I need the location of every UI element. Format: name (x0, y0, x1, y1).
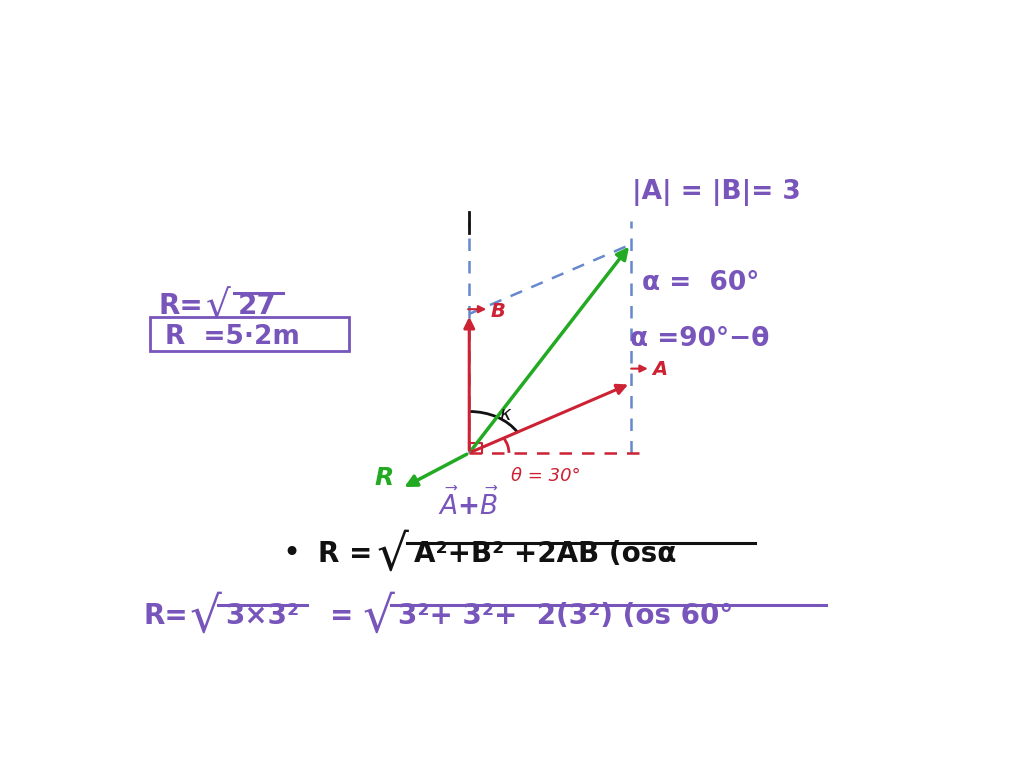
Text: •: • (283, 539, 301, 568)
Text: A²+B² +2AB (osα: A²+B² +2AB (osα (414, 541, 676, 568)
Text: $\vec{A}$+$\vec{B}$: $\vec{A}$+$\vec{B}$ (437, 488, 499, 521)
Text: α =90°−θ: α =90°−θ (630, 326, 769, 353)
Text: R =: R = (318, 541, 373, 568)
Text: =: = (331, 602, 353, 631)
Text: A: A (652, 359, 668, 379)
Text: R=: R= (158, 292, 203, 320)
Text: B: B (490, 302, 506, 321)
Text: √: √ (189, 594, 221, 641)
Text: √: √ (377, 531, 409, 579)
Text: 27: 27 (238, 292, 276, 320)
Text: R: R (374, 466, 393, 491)
Text: √: √ (362, 594, 394, 641)
Text: θ = 30°: θ = 30° (511, 467, 581, 485)
Text: R=: R= (143, 602, 188, 631)
Text: α =  60°: α = 60° (642, 270, 760, 296)
Text: R  =5·2m: R =5·2m (165, 324, 300, 350)
Text: 3²+ 3²+  2(3²) (os 60°: 3²+ 3²+ 2(3²) (os 60° (397, 602, 733, 631)
Text: |A| = |B|= 3: |A| = |B|= 3 (632, 179, 801, 206)
Text: 3×3²: 3×3² (225, 602, 299, 631)
Text: √: √ (206, 289, 230, 326)
Text: κ: κ (500, 406, 511, 425)
